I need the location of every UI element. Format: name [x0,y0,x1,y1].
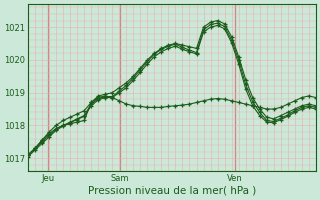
X-axis label: Pression niveau de la mer( hPa ): Pression niveau de la mer( hPa ) [88,186,256,196]
